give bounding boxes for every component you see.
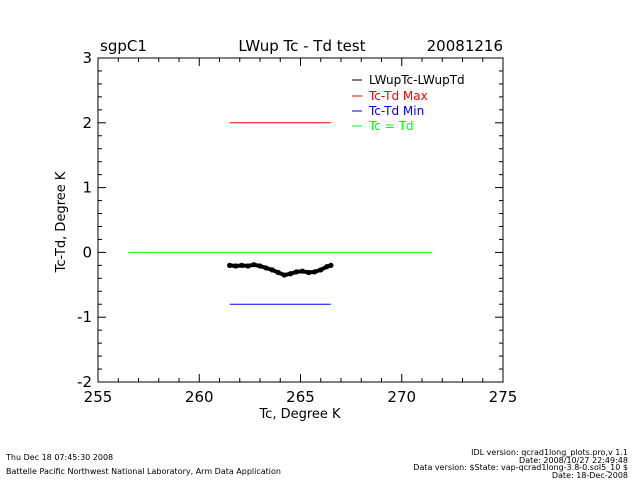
x-tick-label: 260 — [185, 388, 214, 406]
y-tick-label: -1 — [77, 308, 92, 326]
data-point — [239, 262, 245, 268]
x-tick-label: 270 — [387, 388, 416, 406]
data-point — [328, 262, 334, 268]
site-label: sgpC1 — [100, 37, 147, 55]
axis-ticks — [97, 57, 504, 383]
data-point — [287, 271, 293, 277]
x-tick-label: 275 — [489, 388, 518, 406]
axis-tick-labels: 255 260 265 270 275 -2 -1 0 1 2 3 — [77, 49, 517, 406]
data-point — [312, 269, 318, 275]
data-point — [227, 262, 233, 268]
y-tick-label: 3 — [82, 49, 92, 67]
x-tick-label: 255 — [84, 388, 113, 406]
footer-idl-version: IDL version: qcrad1long_plots.pro,v 1.1 — [471, 448, 628, 457]
legend-item-max: Tc-Td Max — [368, 89, 428, 103]
data-point — [275, 269, 281, 276]
y-tick-label: 1 — [82, 179, 92, 197]
footer-data-date: Date: 18-Dec-2008 — [552, 471, 628, 480]
legend-item-min: Tc-Td Min — [368, 104, 424, 118]
chart-title: LWup Tc - Td test — [238, 37, 365, 55]
footer-run-time: Thu Dec 18 07:45:30 2008 — [5, 453, 113, 462]
legend-item-equal: Tc = Td — [368, 119, 414, 133]
y-tick-label: -2 — [77, 373, 92, 391]
y-axis-label: Tc-Td, Degree K — [54, 171, 69, 273]
data-point — [293, 269, 300, 275]
x-tick-label: 265 — [286, 388, 315, 406]
data-point — [233, 263, 239, 269]
legend-item-lwup: LWupTc-LWupTd — [369, 73, 465, 87]
data-point — [318, 267, 324, 273]
plot-frame — [97, 57, 504, 383]
data-point — [257, 263, 263, 269]
data-point — [299, 268, 306, 274]
data-point — [269, 267, 275, 273]
footer-data-version: Data version: $State: vap-qcrad1long-3.8… — [413, 463, 628, 472]
data-point — [306, 269, 312, 276]
data-point — [324, 264, 330, 270]
data-point — [281, 272, 287, 278]
footer-file-date: Date: 2008/10/27 22:49:48 — [519, 456, 628, 465]
series-layer — [128, 122, 433, 305]
footer-organization: Battelle Pacific Northwest National Labo… — [6, 467, 281, 476]
date-label: 20081216 — [427, 37, 503, 55]
data-point — [245, 263, 251, 269]
y-tick-label: 2 — [82, 114, 92, 132]
x-axis-label: Tc, Degree K — [258, 407, 341, 422]
data-point — [251, 262, 257, 268]
y-tick-label: 0 — [82, 243, 92, 261]
legend: LWupTc-LWupTd Tc-Td Max Tc-Td Min Tc = T… — [352, 73, 465, 133]
data-point — [263, 265, 269, 271]
